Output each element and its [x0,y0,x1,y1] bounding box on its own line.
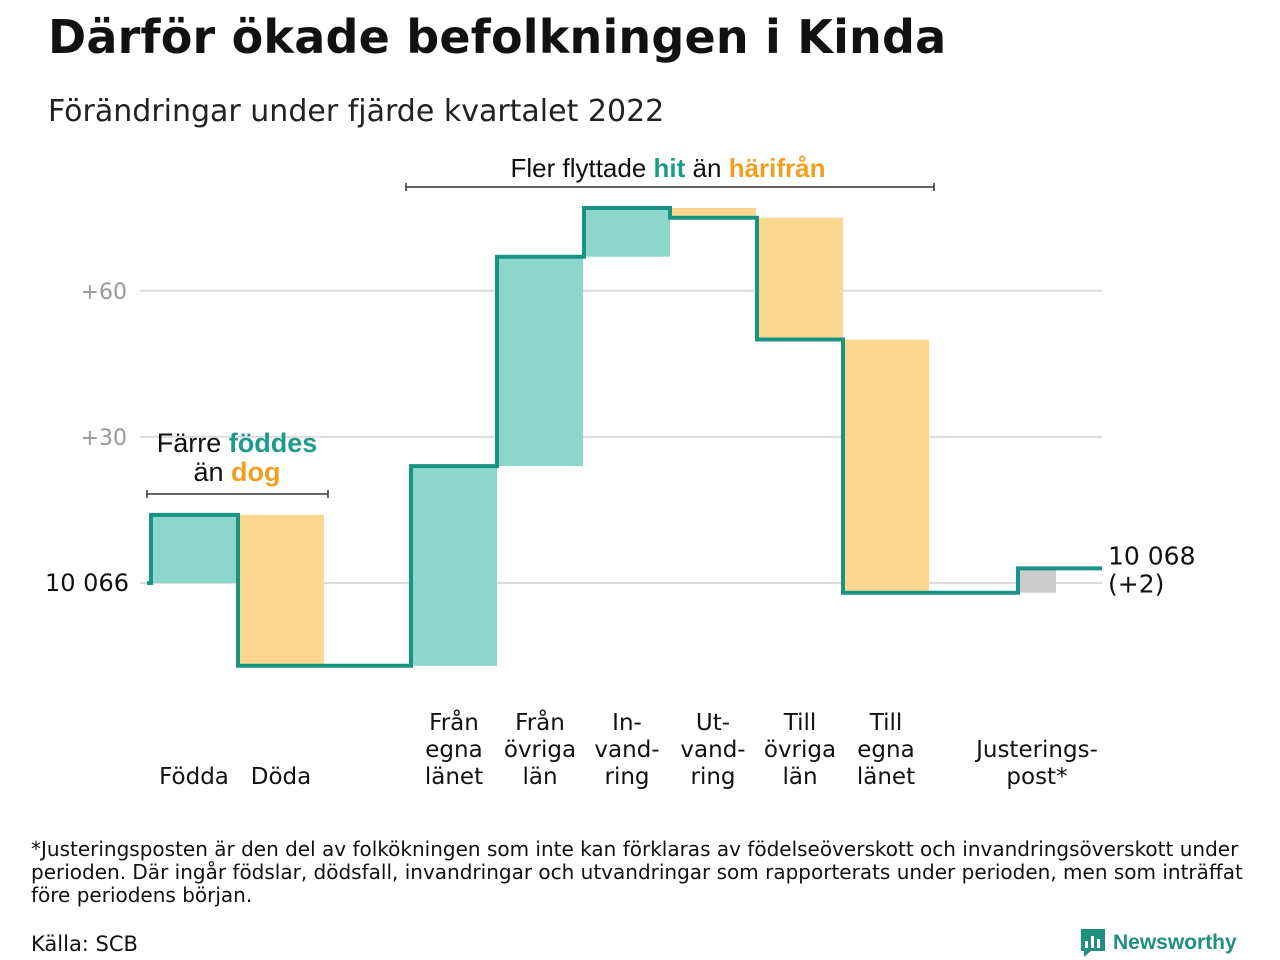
category-label: egna [425,737,482,763]
category-label: län [782,764,817,790]
category-label: Från [515,708,565,736]
category-label: egna [857,737,914,763]
chart-title: Därför ökade befolkningen i Kinda [48,10,947,64]
category-label: Till [783,710,817,736]
category-label: övriga [764,737,836,763]
brand-name: Newsworthy [1113,931,1237,954]
cumulative-line [147,206,1102,668]
y-tick-label: +30 [81,426,127,451]
annotation-migration: Fler flyttade hit än härifrån [510,153,825,183]
highlight-text: härifrån [729,153,826,183]
annotation-text: Färre [157,428,229,458]
category-label: Till [869,710,903,736]
chart-subtitle: Förändringar under fjärde kvartalet 2022 [48,94,665,129]
category-label: Justerings- [974,737,1098,763]
category-label: länet [857,764,915,790]
bar-increase [497,256,583,467]
annotation-text: än [685,153,728,183]
bar-increase [584,208,670,257]
bar-decrease [843,339,929,593]
footnote: *Justeringsposten är den del av folkökni… [31,837,1243,907]
category-label: län [522,764,557,790]
category-label: Ut- [696,710,730,736]
category-label: post* [1006,764,1067,790]
bars [151,208,1056,666]
annotation-text: än [193,457,231,487]
brand-logo: Newsworthy [1080,928,1237,958]
bar-adjustment [1018,568,1056,593]
category-label: övriga [504,737,576,763]
category-label: In- [612,710,642,736]
category-label: vand- [680,737,745,763]
bar-increase [411,466,497,666]
bar-decrease [238,514,324,666]
y-tick-label: +60 [81,280,127,305]
cumulative-line-group [147,206,1102,668]
highlight-text: hit [654,153,686,183]
category-label: Döda [251,764,311,790]
category-label: ring [690,764,735,790]
highlight-text: dog [231,457,280,487]
category-label: ring [604,764,649,790]
bar-decrease [757,217,843,340]
category-label: vand- [594,737,659,763]
highlight-text: föddes [229,428,318,458]
end-value-label: 10 068 [1108,541,1195,570]
category-label: länet [425,764,483,790]
category-label: Från [429,708,479,736]
bar-decrease [670,208,756,218]
category-label: Födda [159,764,229,790]
start-value-label: 10 066 [45,569,129,597]
annotation-text: Fler flyttade [510,153,653,183]
newsworthy-logo-icon [1081,929,1105,957]
bar-increase [151,514,237,583]
annotation-births-line2: än dog [193,457,280,487]
source-note: Källa: SCB [31,932,138,956]
annotation-births-line1: Färre föddes [157,428,318,458]
end-change-label: (+2) [1108,569,1164,598]
